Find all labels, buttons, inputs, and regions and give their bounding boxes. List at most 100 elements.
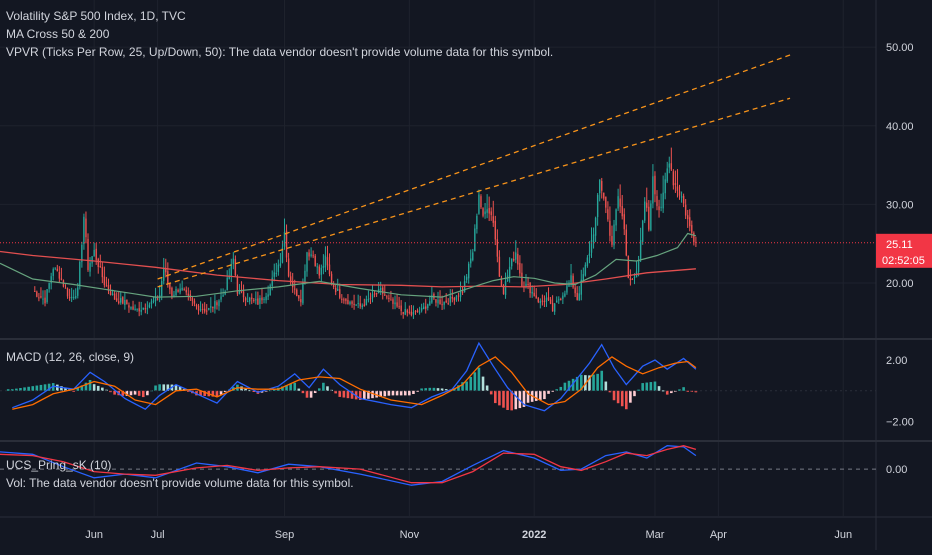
candle-body xyxy=(115,298,118,301)
candle-body xyxy=(259,297,261,304)
candle-body xyxy=(64,287,67,289)
candle-body xyxy=(379,287,382,291)
chart-title[interactable]: Volatility S&P 500 Index, 1D, TVC xyxy=(6,9,186,23)
candle-body xyxy=(498,256,501,277)
macd-hist-bar xyxy=(477,367,481,391)
ma50-line xyxy=(0,232,697,298)
candle-body xyxy=(672,171,675,186)
candle-body xyxy=(398,306,400,308)
macd-hist-bar xyxy=(694,390,698,393)
macd-hist-bar xyxy=(379,390,382,397)
candle-body xyxy=(494,220,497,240)
candle-body xyxy=(81,244,83,263)
candle-body xyxy=(244,298,247,301)
candle-body xyxy=(535,295,537,299)
macd-hist-bar xyxy=(428,387,432,391)
macd-hist-bar xyxy=(105,389,108,391)
candle-body xyxy=(120,298,122,303)
candle-body xyxy=(689,217,691,227)
candle-body xyxy=(455,296,458,300)
candle-body xyxy=(517,253,519,265)
candle-body xyxy=(496,239,499,257)
macd-hist-bar xyxy=(109,390,112,393)
macd-hist-bar xyxy=(211,390,215,397)
candle-body xyxy=(373,293,376,295)
macd-hist-bar xyxy=(334,390,337,394)
macd-hist-bar xyxy=(19,388,22,391)
candle-body xyxy=(576,292,578,300)
candle-body xyxy=(375,292,378,295)
candle-body xyxy=(134,308,136,311)
candle-body xyxy=(169,283,171,290)
candle-body xyxy=(83,216,85,245)
candle-body xyxy=(574,287,576,294)
macd-hist-bar xyxy=(624,390,628,410)
macd-hist-bar xyxy=(297,388,301,391)
ma-cross-legend[interactable]: MA Cross 50 & 200 xyxy=(6,27,110,41)
macd-hist-bar xyxy=(133,390,137,395)
candle-body xyxy=(676,186,679,192)
time-tick-label-4: 2022 xyxy=(522,529,546,541)
macd-hist-bar xyxy=(399,390,403,396)
candle-body xyxy=(40,296,42,298)
vol-legend[interactable]: Vol: The data vendor doesn't provide vol… xyxy=(6,476,354,490)
macd-hist-bar xyxy=(412,390,415,394)
macd-hist-bar xyxy=(555,389,559,391)
candle-body xyxy=(420,308,423,311)
macd-legend[interactable]: MACD (12, 26, close, 9) xyxy=(6,350,135,364)
macd-hist-bar xyxy=(432,387,436,391)
candle-body xyxy=(328,264,331,274)
candle-body xyxy=(177,290,179,292)
macd-hist-bar xyxy=(162,384,166,391)
candle-body xyxy=(201,308,204,310)
candle-body xyxy=(163,267,165,281)
candle-body xyxy=(105,285,108,287)
candle-body xyxy=(652,176,654,204)
macd-hist-bar xyxy=(563,382,567,391)
macd-hist-bar xyxy=(600,370,604,391)
candle-body xyxy=(296,289,298,297)
macd-hist-bar xyxy=(489,390,493,395)
ucs-pring-legend[interactable]: UCS_Pring_sK (10) xyxy=(6,458,112,472)
candle-body xyxy=(60,278,63,280)
vpvr-legend[interactable]: VPVR (Ticks Per Row, 25, Up/Down, 50): T… xyxy=(6,45,554,59)
macd-hist-bar xyxy=(620,390,624,407)
candle-body xyxy=(277,264,280,272)
macd-hist-bar xyxy=(15,388,18,391)
macd-hist-bar xyxy=(485,385,489,391)
candle-body xyxy=(312,255,314,257)
macd-hist-bar xyxy=(125,390,129,396)
candle-body xyxy=(490,211,492,216)
candle-body xyxy=(206,310,208,312)
macd-line xyxy=(12,341,697,412)
candle-body xyxy=(558,299,560,301)
candle-body xyxy=(113,293,116,300)
candle-body xyxy=(510,258,513,267)
macd-hist-bar xyxy=(395,390,399,396)
candle-body xyxy=(594,217,597,236)
candle-body xyxy=(537,298,539,302)
macd-hist-bar xyxy=(506,390,509,410)
macd-tick-label-1: −2.00 xyxy=(886,417,914,429)
candle-body xyxy=(355,304,357,306)
trendline-0 xyxy=(157,54,791,280)
candle-body xyxy=(656,196,658,207)
macd-hist-bar xyxy=(465,381,468,391)
macd-hist-bar xyxy=(346,390,350,399)
macd-hist-bar xyxy=(137,390,141,396)
macd-hist-bar xyxy=(543,390,546,400)
macd-hist-bar xyxy=(579,374,583,391)
candle-body xyxy=(613,224,615,246)
candle-body xyxy=(349,301,351,305)
candle-body xyxy=(187,293,189,296)
candle-body xyxy=(482,208,484,216)
candle-body xyxy=(97,258,99,268)
price-badge-countdown: 02:52:05 xyxy=(882,255,925,267)
macd-hist-bar xyxy=(596,373,599,391)
candle-body xyxy=(214,301,216,309)
macd-hist-bar xyxy=(494,390,497,404)
candle-body xyxy=(271,277,273,286)
